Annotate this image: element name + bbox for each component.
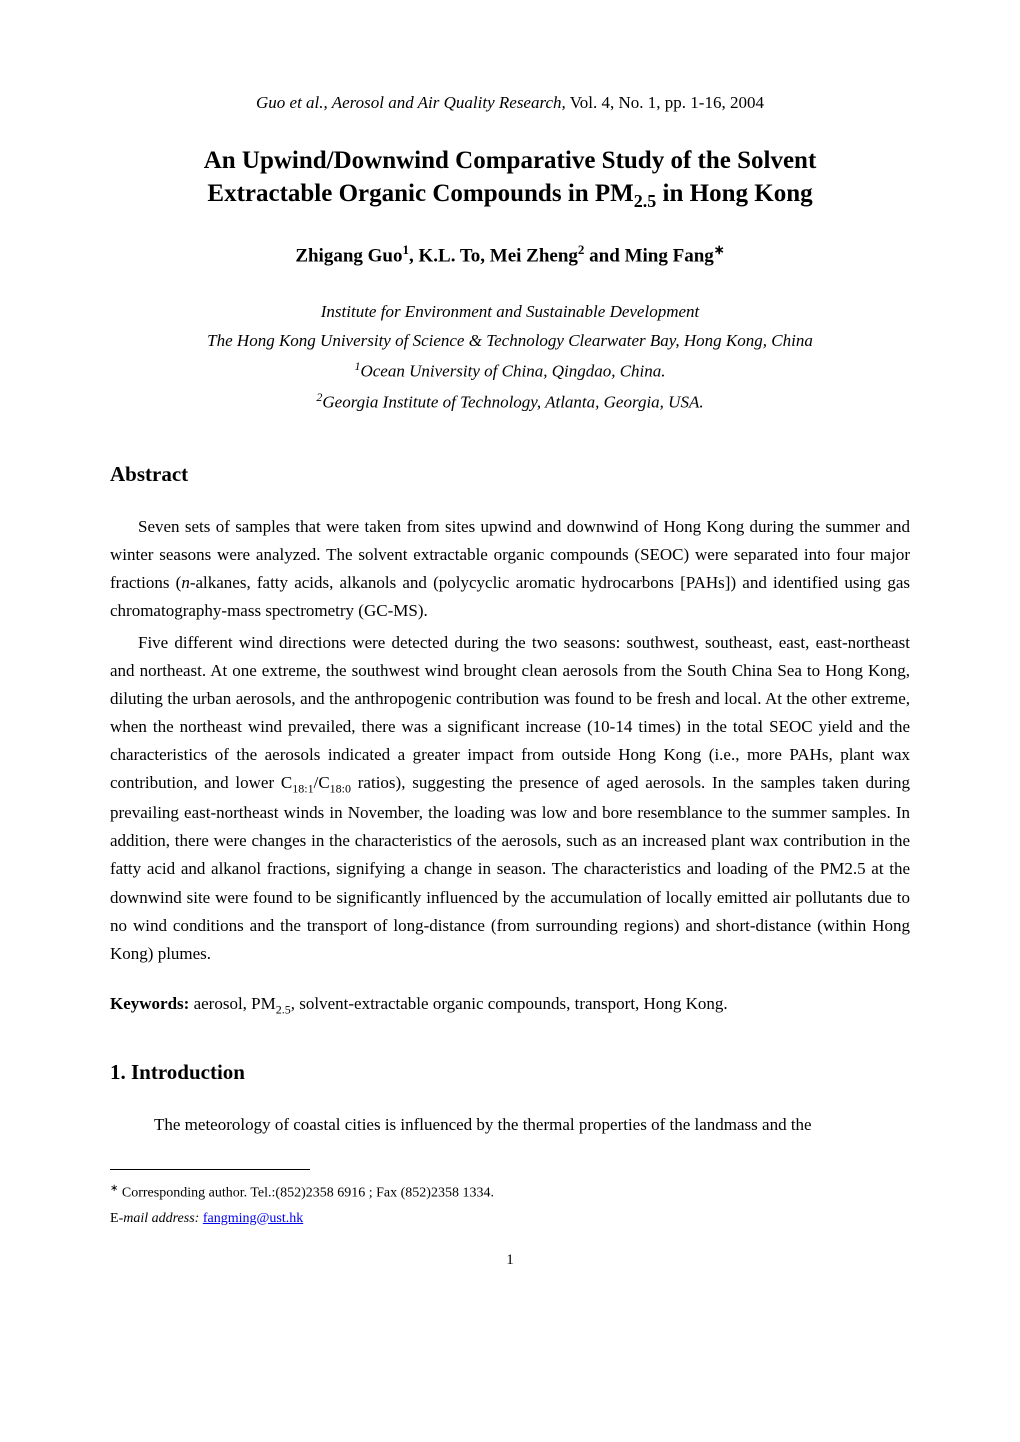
keywords-line: Keywords: aerosol, PM2.5, solvent-extrac… [110,990,910,1020]
footnote-email-label-b: -mail address: [119,1211,200,1226]
introduction-heading: 1. Introduction [110,1057,910,1089]
abstract-p2-sub1: 18:1 [292,782,313,796]
footnote-email-link[interactable]: fangming@ust.hk [203,1211,303,1226]
paper-title: An Upwind/Downwind Comparative Study of … [110,144,910,214]
author-sep2: and [584,245,624,266]
abstract-p1-b: alkanes, fatty acids, alkanols and (poly… [110,573,910,620]
keywords-text-a: aerosol, PM [189,994,275,1013]
running-header-plain: Vol. 4, No. 1, pp. 1-16, 2004 [566,93,764,112]
authors-line: Zhigang Guo1, K.L. To, Mei Zheng2 and Mi… [110,240,910,271]
author-3: Ming Fang [625,245,714,266]
affiliation-line3: 1Ocean University of China, Qingdao, Chi… [110,356,910,387]
title-line2-post: in Hong Kong [656,180,812,207]
keywords-sub: 2.5 [276,1002,291,1016]
running-header-italic: Guo et al., Aerosol and Air Quality Rese… [256,93,566,112]
abstract-p2-a: Five different wind directions were dete… [110,633,910,792]
abstract-p2-c: ratios), suggesting the presence of aged… [110,773,910,962]
abstract-paragraph-1: Seven sets of samples that were taken fr… [110,513,910,625]
footnote-block: ∗ Corresponding author. Tel.:(852)2358 6… [110,1180,910,1231]
affiliation-line1: Institute for Environment and Sustainabl… [110,298,910,327]
abstract-p2-sub2: 18:0 [330,782,351,796]
affiliation-4-text: Georgia Institute of Technology, Atlanta… [322,392,703,411]
footnote-email: E-mail address: fangming@ust.hk [110,1206,910,1231]
title-subscript: 2.5 [634,191,657,211]
footnote-rule [110,1169,310,1170]
footnote-corresponding: ∗ Corresponding author. Tel.:(852)2358 6… [110,1180,910,1206]
abstract-heading: Abstract [110,459,910,491]
title-line1: An Upwind/Downwind Comparative Study of … [204,147,817,174]
affiliation-line4: 2Georgia Institute of Technology, Atlant… [110,387,910,418]
introduction-paragraph-1: The meteorology of coastal cities is inf… [110,1111,910,1139]
author-2: K.L. To, Mei Zheng [419,245,578,266]
keywords-label: Keywords: [110,994,189,1013]
abstract-p2-b: /C [314,773,330,792]
title-line2-pre: Extractable Organic Compounds in PM [207,180,633,207]
footnote-corr-text: Corresponding author. Tel.:(852)2358 691… [118,1185,494,1200]
page-number: 1 [110,1249,910,1272]
keywords-text-b: , solvent-extractable organic compounds,… [291,994,728,1013]
affiliations: Institute for Environment and Sustainabl… [110,298,910,417]
affiliation-line2: The Hong Kong University of Science & Te… [110,327,910,356]
running-header: Guo et al., Aerosol and Air Quality Rese… [110,90,910,116]
author-1: Zhigang Guo [295,245,402,266]
footnote-email-label-a: E [110,1211,119,1226]
author-sep1: , [409,245,419,266]
affiliation-3-text: Ocean University of China, Qingdao, Chin… [360,362,665,381]
author-3-sup: ∗ [714,242,725,257]
abstract-paragraph-2: Five different wind directions were dete… [110,629,910,968]
abstract-p1-italic: n- [181,573,195,592]
